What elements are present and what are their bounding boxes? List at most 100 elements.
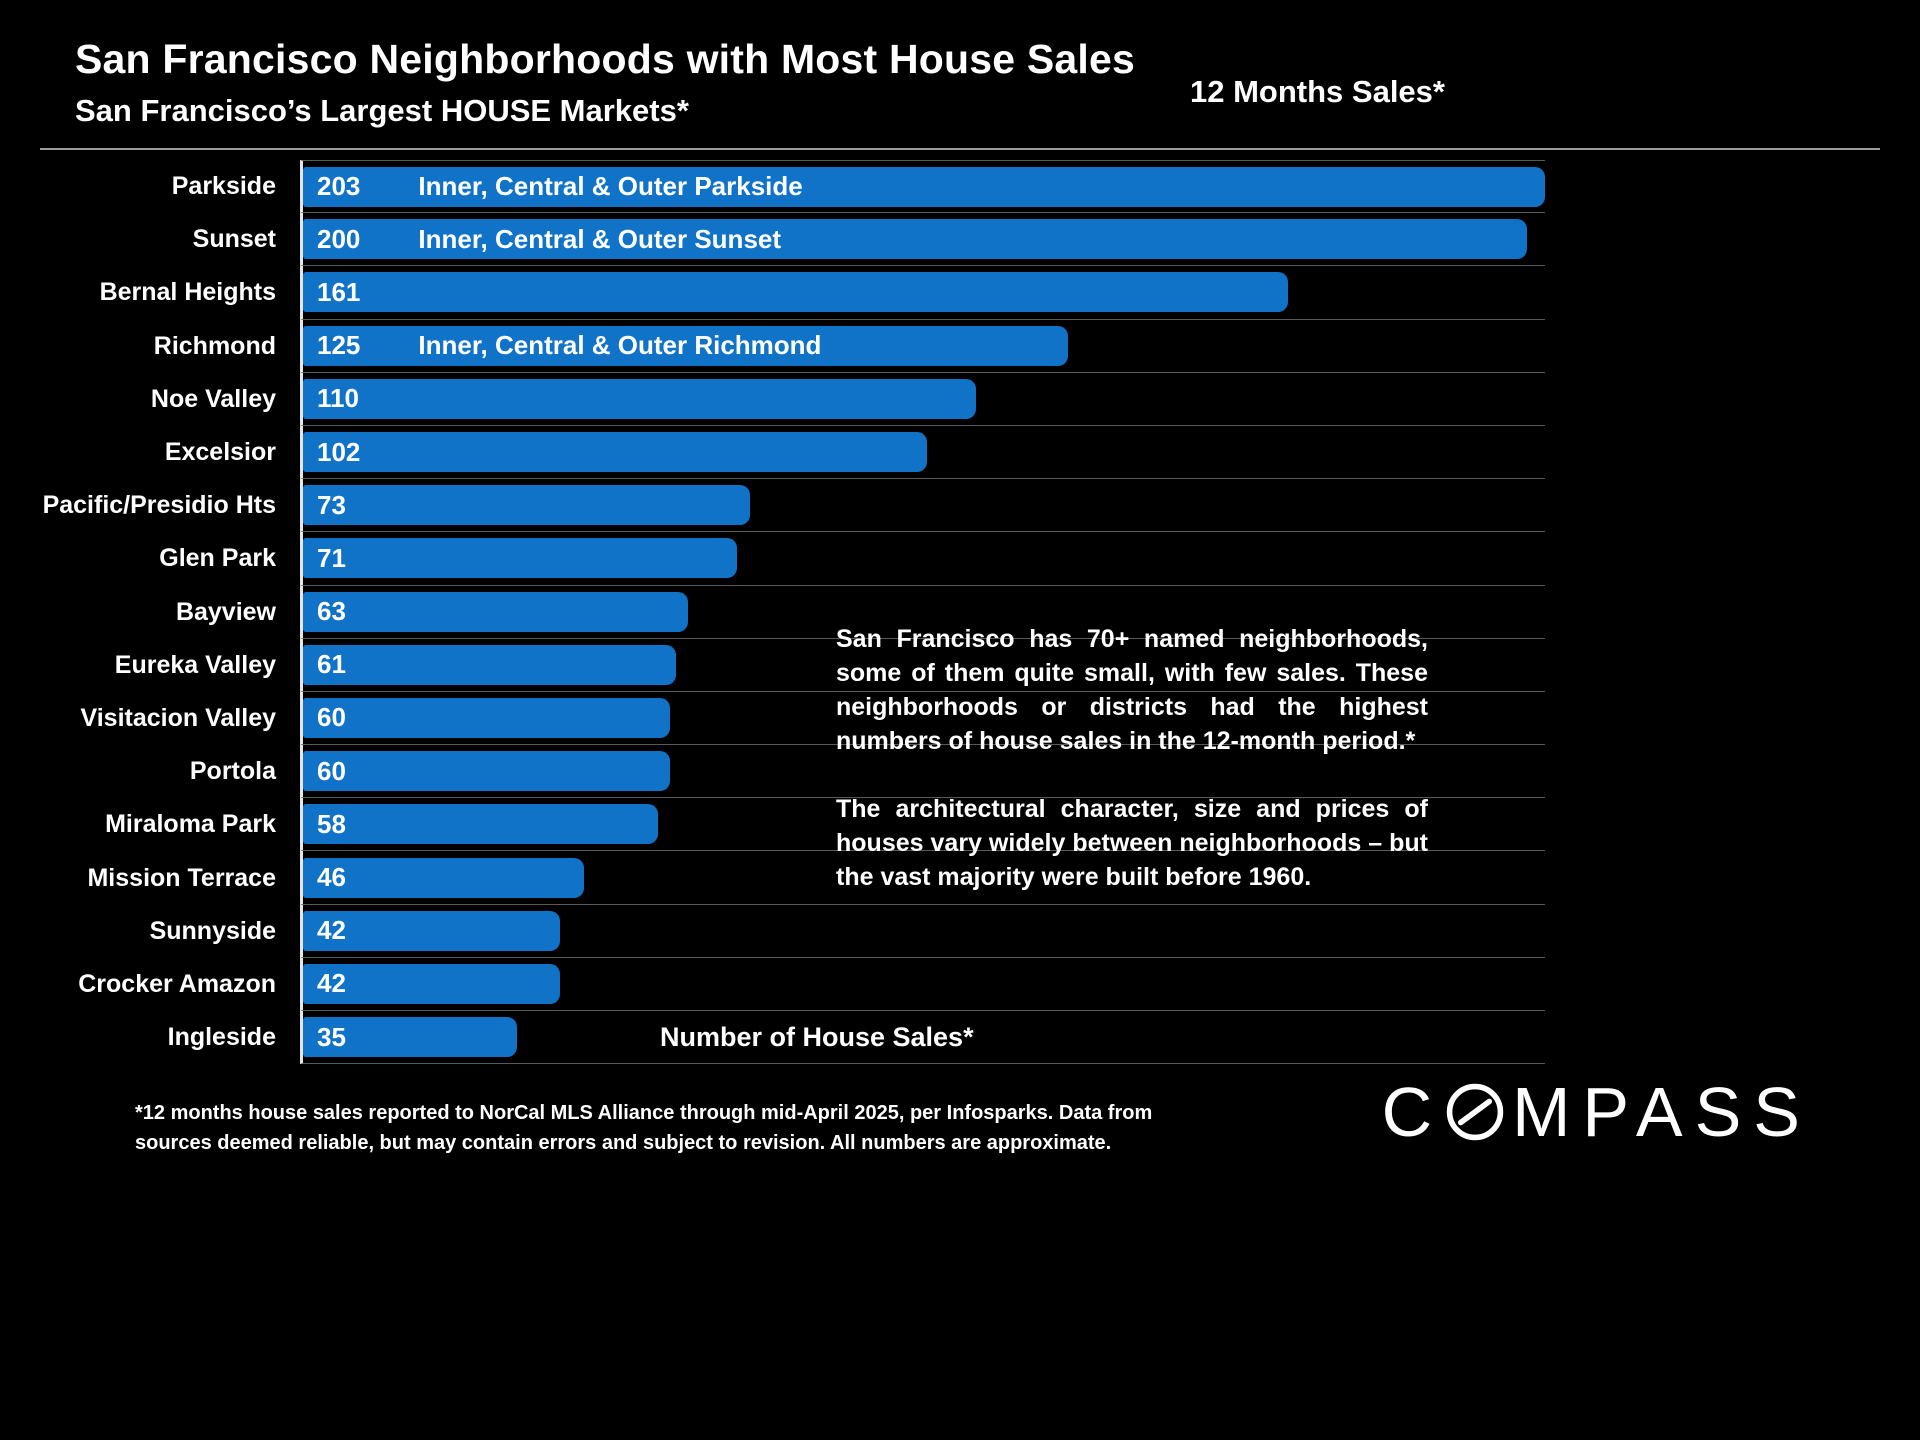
- chart-rows: Parkside 203 Inner, Central & Outer Parksi…: [0, 160, 1545, 1065]
- category-label: Parkside: [171, 172, 276, 201]
- bar: 46: [303, 857, 585, 898]
- category-label: Sunset: [192, 225, 276, 254]
- bar-track: 61: [300, 638, 1545, 692]
- bar: 35: [303, 1017, 518, 1058]
- category-label: Noe Valley: [150, 384, 276, 413]
- category-label: Glen Park: [159, 544, 276, 573]
- bar: 63: [303, 591, 689, 632]
- bar: 102: [303, 432, 928, 473]
- chart-row: Sunnyside 42: [0, 904, 1545, 958]
- category-label: Bayview: [175, 597, 276, 626]
- compass-o-icon: [1446, 1083, 1504, 1141]
- bar-value-label: 58: [317, 808, 346, 839]
- bar-track: 125 Inner, Central & Outer Richmond: [300, 319, 1545, 373]
- bar-track: 203 Inner, Central & Outer Parkside: [300, 160, 1545, 214]
- category-label: Crocker Amazon: [78, 969, 276, 998]
- bar-track: 42: [300, 957, 1545, 1011]
- bar: 161: [303, 272, 1289, 313]
- bar-track: 73: [300, 479, 1545, 533]
- bar-value-label: 203: [317, 171, 361, 202]
- bar: 42: [303, 910, 560, 951]
- category-label: Richmond: [153, 331, 276, 360]
- bar-track: 200 Inner, Central & Outer Sunset: [300, 213, 1545, 267]
- annotation-paragraph: San Francisco has 70+ named neighborhood…: [836, 625, 1428, 755]
- category-label: Ingleside: [167, 1023, 276, 1052]
- annotation-paragraph: The architectural character, size and pr…: [836, 795, 1428, 891]
- chart-row: Portola 60: [0, 745, 1545, 799]
- bar-value-label: 71: [317, 542, 346, 573]
- bar-value-label: 61: [317, 649, 346, 680]
- bar-value-label: 125: [317, 330, 361, 361]
- logo-letters-mpass: MPASS: [1512, 1073, 1812, 1151]
- footnote: *12 months house sales reported to NorCa…: [135, 1102, 1153, 1154]
- page-subtitle: San Francisco’s Largest HOUSE Markets*: [75, 93, 689, 128]
- bar-value-label: 42: [317, 968, 346, 999]
- bar-track: 42: [300, 904, 1545, 958]
- chart-row: Pacific/Presidio Hts 73: [0, 479, 1545, 533]
- bar-track: 58: [300, 798, 1545, 852]
- bar-value-label: 110: [317, 383, 359, 414]
- bar-value-label: 200: [317, 223, 361, 254]
- annotation-text-block: San Francisco has 70+ named neighborhood…: [836, 622, 1428, 928]
- chart-row: Richmond 125 Inner, Central & Outer Richmo…: [0, 319, 1545, 373]
- category-label: Portola: [189, 757, 276, 786]
- category-label: Excelsior: [164, 438, 276, 467]
- bar: 73: [303, 485, 750, 526]
- bar: 110: [303, 378, 976, 419]
- category-label: Bernal Heights: [99, 278, 276, 307]
- chart-row: Miraloma Park 58: [0, 798, 1545, 852]
- bar-track: 60: [300, 691, 1545, 746]
- category-label: Sunnyside: [149, 916, 276, 945]
- chart-row: Bernal Heights 161: [0, 266, 1545, 320]
- bar: 203 Inner, Central & Outer Parkside: [303, 166, 1545, 207]
- bar-value-label: 42: [317, 915, 346, 946]
- bar: 60: [303, 697, 671, 738]
- bar: 200 Inner, Central & Outer Sunset: [303, 219, 1527, 260]
- bar-track: 110: [300, 372, 1545, 426]
- category-label: Pacific/Presidio Hts: [42, 491, 276, 520]
- bar-track: 71: [300, 532, 1545, 586]
- category-label: Eureka Valley: [114, 650, 276, 679]
- chart-row: Glen Park 71: [0, 532, 1545, 586]
- bar: 42: [303, 963, 560, 1004]
- bar-value-label: 102: [317, 436, 361, 467]
- x-axis-label: Number of House Sales*: [660, 1022, 974, 1052]
- bar-value-label: 60: [317, 702, 346, 733]
- chart-row: Sunset 200 Inner, Central & Outer Sunset: [0, 213, 1545, 267]
- bar-value-label: 35: [317, 1021, 346, 1052]
- category-label: Mission Terrace: [87, 863, 276, 892]
- bar: 125 Inner, Central & Outer Richmond: [303, 325, 1068, 366]
- chart-row: Crocker Amazon 42: [0, 957, 1545, 1011]
- chart-row: Bayview 63: [0, 585, 1545, 639]
- bar: 61: [303, 644, 677, 685]
- chart-row: Eureka Valley 61: [0, 638, 1545, 692]
- bar-value-label: 60: [317, 755, 346, 786]
- bar-annotation: Inner, Central & Outer Richmond: [418, 330, 822, 361]
- bar: 58: [303, 804, 658, 845]
- header-right-label: 12 Months Sales*: [1190, 74, 1445, 109]
- chart-row: Parkside 203 Inner, Central & Outer Parksi…: [0, 160, 1545, 214]
- category-label: Miraloma Park: [105, 810, 276, 839]
- bar-track: 46: [300, 851, 1545, 905]
- bar: 60: [303, 751, 671, 792]
- bar-track: 161: [300, 266, 1545, 320]
- bar-value-label: 161: [317, 276, 361, 307]
- page-title: San Francisco Neighborhoods with Most Ho…: [75, 36, 1136, 82]
- bar: 71: [303, 538, 738, 579]
- bar-track: 63: [300, 585, 1545, 639]
- bar-annotation: Inner, Central & Outer Parkside: [418, 171, 803, 202]
- bar-track: 102: [300, 425, 1545, 480]
- bar-value-label: 73: [317, 489, 346, 520]
- chart-row: Excelsior 102: [0, 425, 1545, 480]
- bar-value-label: 46: [317, 862, 346, 893]
- category-label: Visitacion Valley: [80, 703, 276, 732]
- bar-annotation: Inner, Central & Outer Sunset: [418, 223, 782, 254]
- header: San Francisco Neighborhoods with Most Ho…: [75, 36, 1135, 129]
- bar-chart: Parkside 203 Inner, Central & Outer Parksi…: [0, 160, 1545, 1065]
- chart-row: Visitacion Valley 60: [0, 691, 1545, 746]
- bar-track: 60: [300, 745, 1545, 799]
- chart-row: Mission Terrace 46: [0, 851, 1545, 905]
- compass-logo: C MPASS: [1382, 1072, 1812, 1152]
- chart-row: Noe Valley 110: [0, 372, 1545, 426]
- logo-letter-c: C: [1381, 1073, 1445, 1151]
